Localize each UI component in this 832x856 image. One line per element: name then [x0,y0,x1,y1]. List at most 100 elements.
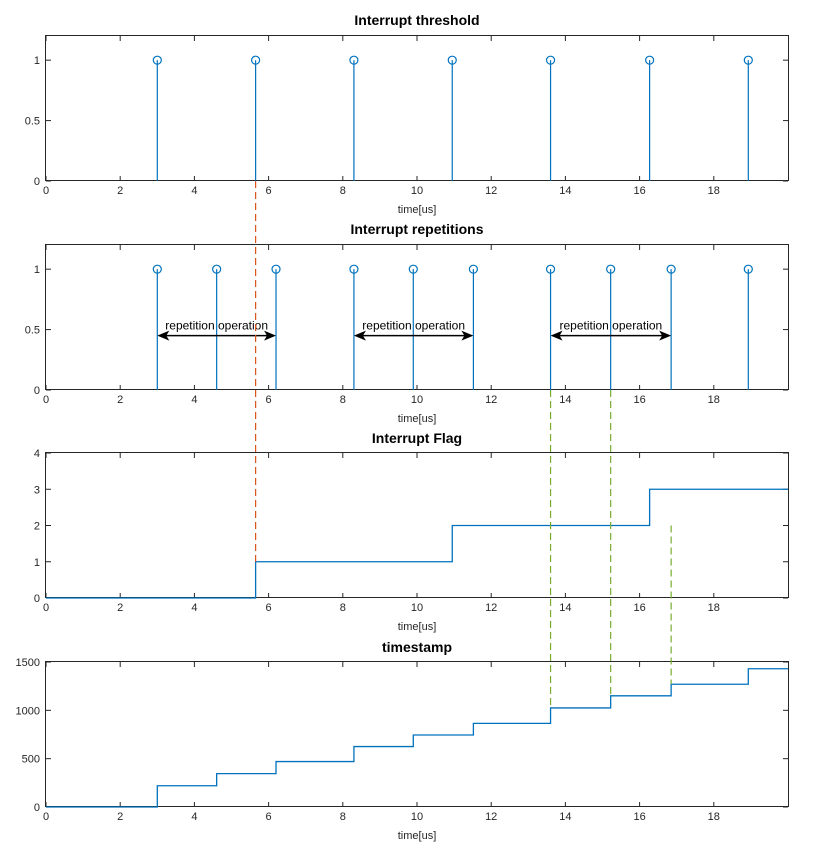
annotation-label: repetition operation [362,319,465,333]
x-tick-label: 18 [708,811,720,823]
y-tick-label: 2 [34,521,40,533]
x-axis-label: time[us] [398,830,437,842]
y-tick-label: 1 [34,264,40,276]
annotation-label: repetition operation [165,319,268,333]
stem-marker [251,55,261,65]
stem-marker [349,264,359,274]
y-tick-label: 4 [34,448,40,460]
stem-marker [545,55,556,65]
stem-marker [408,264,418,274]
y-tick-label: 0.5 [25,116,40,128]
y-tick-label: 0 [34,385,40,397]
stem-marker [545,264,556,274]
annotations: repetition operation repetition operation… [157,319,672,341]
x-tick-label: 2 [117,602,123,614]
panel-interrupt-flag: Interrupt Flag time[us] 0 2 4 6 8 10 12 14 16 180… [34,430,789,633]
x-tick-label: 10 [411,185,423,197]
x-tick-label: 18 [708,602,720,614]
x-tick-label: 6 [266,394,272,406]
y-tick-label: 0.5 [25,325,40,337]
guide-lines [255,181,672,708]
stem-marker [743,264,753,274]
x-tick-label: 4 [191,185,197,197]
x-tick-label: 2 [117,394,123,406]
y-tick-label: 0 [34,802,40,814]
x-tick-label: 10 [411,811,423,823]
y-tick-label: 3 [34,484,40,496]
x-tick-label: 10 [411,602,423,614]
x-tick-label: 6 [266,602,272,614]
y-tick-label: 0 [34,176,40,188]
y-tick-label: 1000 [16,705,40,717]
x-tick-label: 0 [43,602,49,614]
x-tick-label: 4 [191,394,197,406]
x-tick-label: 0 [43,394,49,406]
stem-marker [349,55,359,65]
x-tick-label: 6 [266,811,272,823]
x-tick-label: 14 [559,394,571,406]
ticks: 0 2 4 6 8 10 12 14 16 18 0 500 1000 1500 [16,657,788,823]
x-tick-label: 8 [340,394,346,406]
annotation-label: repetition operation [559,319,662,333]
stem-marker [666,264,676,274]
x-tick-label: 14 [559,602,571,614]
stem-marker [271,264,281,274]
stem-marker [212,264,222,274]
x-tick-label: 12 [485,811,497,823]
stem-marker [447,55,457,65]
x-tick-label: 12 [485,394,497,406]
x-tick-label: 0 [43,811,49,823]
y-tick-label: 1 [34,55,40,67]
x-axis-label: time[us] [398,204,437,216]
x-tick-label: 6 [266,185,272,197]
stem-marker [606,264,616,274]
y-tick-label: 500 [22,754,40,766]
x-tick-label: 0 [43,185,49,197]
arrow-left-icon [157,330,170,341]
stem-marker [743,55,753,65]
arrow-left-icon [353,330,366,341]
ticks: 0 2 4 6 8 10 12 14 16 18 0 0.5 1 [25,245,788,406]
x-axis-label: time[us] [398,413,437,425]
x-tick-label: 12 [485,602,497,614]
series-line [46,668,788,808]
x-tick-label: 16 [633,394,645,406]
marks [152,264,753,390]
chart-title: timestamp [382,639,452,655]
x-axis-label: time[us] [398,621,437,633]
x-tick-label: 2 [117,185,123,197]
x-tick-label: 2 [117,811,123,823]
panel-interrupt-threshold: Interrupt threshold time[us] 0 2 4 6 8 10 12 14… [25,12,789,216]
y-tick-label: 1 [34,557,40,569]
stem-marker [468,264,478,274]
y-tick-label: 1500 [16,657,40,669]
x-tick-label: 12 [485,185,497,197]
x-tick-label: 8 [340,602,346,614]
x-tick-label: 4 [191,602,197,614]
stem-marker [645,55,655,65]
x-tick-label: 4 [191,811,197,823]
chart-title: Interrupt Flag [372,430,462,446]
x-tick-label: 16 [633,602,645,614]
stem-marker [152,55,162,65]
x-tick-label: 8 [340,811,346,823]
x-tick-label: 10 [411,394,423,406]
x-tick-label: 16 [633,811,645,823]
marks [46,488,788,599]
chart-title: Interrupt threshold [354,12,479,28]
x-tick-label: 14 [559,185,571,197]
x-tick-label: 14 [559,811,571,823]
panel-interrupt-repetitions: Interrupt repetitions time[us] 0 2 4 6 8 10 12… [25,221,789,425]
series-line [46,488,788,599]
x-tick-label: 18 [708,394,720,406]
y-tick-label: 0 [34,593,40,605]
arrow-right-icon [659,330,672,341]
marks [152,55,753,181]
x-tick-label: 18 [708,185,720,197]
marks [46,668,788,808]
arrow-left-icon [550,330,563,341]
arrow-right-icon [461,330,474,341]
stem-marker [152,264,162,274]
chart-title: Interrupt repetitions [350,221,483,237]
plot-area [45,452,789,598]
